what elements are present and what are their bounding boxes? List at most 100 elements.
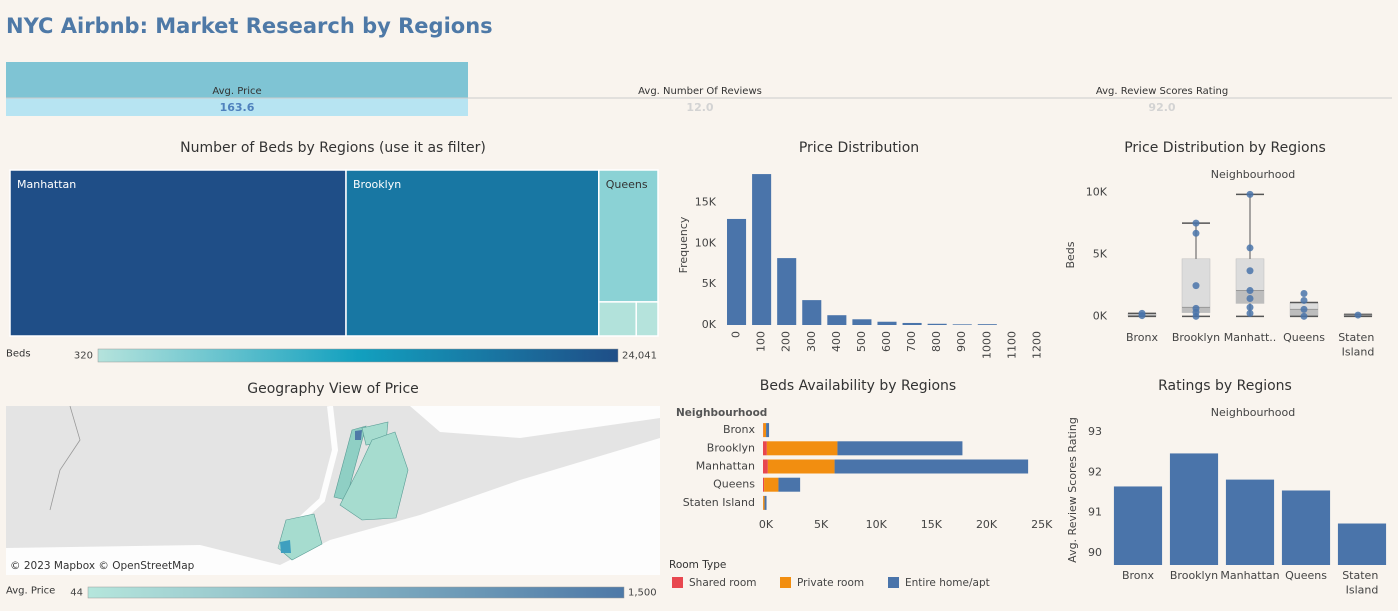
bar[interactable] xyxy=(1169,453,1219,565)
bar-segment[interactable] xyxy=(766,423,770,438)
chart-title: Geography View of Price xyxy=(247,381,419,397)
bar[interactable] xyxy=(852,319,872,325)
bar[interactable] xyxy=(927,323,947,325)
bar[interactable] xyxy=(1113,486,1163,565)
x-tick-label: Bronx xyxy=(1126,331,1159,344)
point[interactable] xyxy=(1192,312,1200,320)
map-water xyxy=(6,438,660,575)
kpi-value-highlight[interactable] xyxy=(6,98,468,116)
bar-segment[interactable] xyxy=(764,495,767,510)
bar[interactable] xyxy=(977,324,997,325)
y-tick-label: 0K xyxy=(702,318,717,331)
bar-segment[interactable] xyxy=(763,459,768,474)
bar-segment[interactable] xyxy=(763,423,767,438)
bar[interactable] xyxy=(1337,523,1387,565)
point[interactable] xyxy=(1300,296,1308,304)
x-tick-label: 600 xyxy=(880,331,893,352)
kpi-label: Avg. Review Scores Rating xyxy=(1096,86,1228,97)
legend-label: Private room xyxy=(797,577,864,589)
kpi-label: Avg. Price xyxy=(212,86,261,97)
bar-segment[interactable] xyxy=(763,441,767,456)
treemap-label: Manhattan xyxy=(17,178,76,191)
point[interactable] xyxy=(1354,311,1362,319)
y-tick-label: 93 xyxy=(1088,425,1102,438)
point[interactable] xyxy=(1192,282,1200,290)
treemap-cell[interactable] xyxy=(345,169,600,337)
point[interactable] xyxy=(1138,312,1146,320)
bar-segment[interactable] xyxy=(763,477,765,492)
kpi-value: 163.6 xyxy=(220,101,255,114)
kpi-highlight[interactable] xyxy=(6,62,468,98)
bar[interactable] xyxy=(902,322,922,325)
map-region[interactable] xyxy=(355,430,362,440)
y-axis-label: Avg. Review Scores Rating xyxy=(1066,417,1079,563)
point[interactable] xyxy=(1246,294,1254,302)
point[interactable] xyxy=(1246,244,1254,252)
bar-segment[interactable] xyxy=(834,459,1029,474)
point[interactable] xyxy=(1246,190,1254,198)
map-attribution: © 2023 Mapbox © OpenStreetMap xyxy=(10,560,195,572)
x-tick-label: Queens xyxy=(1285,569,1327,582)
map-region[interactable] xyxy=(280,540,291,553)
bar-segment[interactable] xyxy=(766,441,838,456)
x-tick-label: Brooklyn xyxy=(1170,569,1218,582)
point[interactable] xyxy=(1246,303,1254,311)
bar[interactable] xyxy=(752,174,772,325)
bar[interactable] xyxy=(1281,490,1331,565)
x-tick-label: Manhatt.. xyxy=(1224,331,1277,344)
bar-segment[interactable] xyxy=(778,477,801,492)
bar[interactable] xyxy=(777,258,797,325)
bar[interactable] xyxy=(1225,479,1275,565)
x-tick-label: 400 xyxy=(830,331,843,352)
y-axis-label: Frequency xyxy=(677,216,690,273)
x-tick-label: 5K xyxy=(814,518,829,531)
bar-segment[interactable] xyxy=(767,459,835,474)
treemap-cell[interactable] xyxy=(598,301,637,337)
map-water xyxy=(410,406,660,438)
bar[interactable] xyxy=(877,321,897,325)
bar[interactable] xyxy=(802,300,822,325)
point[interactable] xyxy=(1192,229,1200,237)
x-tick-label: 25K xyxy=(1031,518,1053,531)
bar-segment[interactable] xyxy=(764,477,779,492)
point[interactable] xyxy=(1300,290,1308,298)
point[interactable] xyxy=(1246,287,1254,295)
y-tick-label: 92 xyxy=(1088,465,1102,478)
treemap-cell[interactable] xyxy=(635,301,659,337)
bar[interactable] xyxy=(727,218,747,325)
point[interactable] xyxy=(1246,309,1254,317)
y-tick-label: Bronx xyxy=(723,423,756,436)
map[interactable] xyxy=(6,406,660,575)
y-tick-label: 90 xyxy=(1088,546,1102,559)
x-tick-label: 10K xyxy=(866,518,888,531)
x-tick-label: 20K xyxy=(976,518,998,531)
y-tick-label: 5K xyxy=(1093,247,1108,260)
x-tick-label: Bronx xyxy=(1122,569,1155,582)
treemap-cell[interactable] xyxy=(9,169,347,337)
map-border xyxy=(49,406,81,511)
treemap-cell[interactable] xyxy=(598,169,659,303)
x-tick-label: 1200 xyxy=(1030,331,1043,359)
y-tick-label: 10K xyxy=(1086,185,1108,198)
x-tick-label: 0 xyxy=(730,331,743,338)
legend-swatch[interactable] xyxy=(888,577,899,588)
point[interactable] xyxy=(1300,312,1308,320)
point[interactable] xyxy=(1246,267,1254,275)
bar-segment[interactable] xyxy=(837,441,963,456)
x-tick-label: 300 xyxy=(805,331,818,352)
x-tick-label: 0K xyxy=(759,518,774,531)
legend-swatch[interactable] xyxy=(672,577,683,588)
x-tick-label: 200 xyxy=(780,331,793,352)
color-legend-label: 320 xyxy=(74,351,93,362)
chart-title: Price Distribution xyxy=(799,140,919,156)
legend-swatch[interactable] xyxy=(780,577,791,588)
map-region[interactable] xyxy=(339,431,409,521)
bar[interactable] xyxy=(827,315,847,325)
y-tick-label: Queens xyxy=(713,478,755,491)
point[interactable] xyxy=(1300,305,1308,313)
chart-title: Number of Beds by Regions (use it as fil… xyxy=(180,140,486,156)
bar[interactable] xyxy=(952,324,972,325)
x-tick-label: 900 xyxy=(955,331,968,352)
point[interactable] xyxy=(1192,219,1200,227)
bar-segment[interactable] xyxy=(763,495,765,510)
